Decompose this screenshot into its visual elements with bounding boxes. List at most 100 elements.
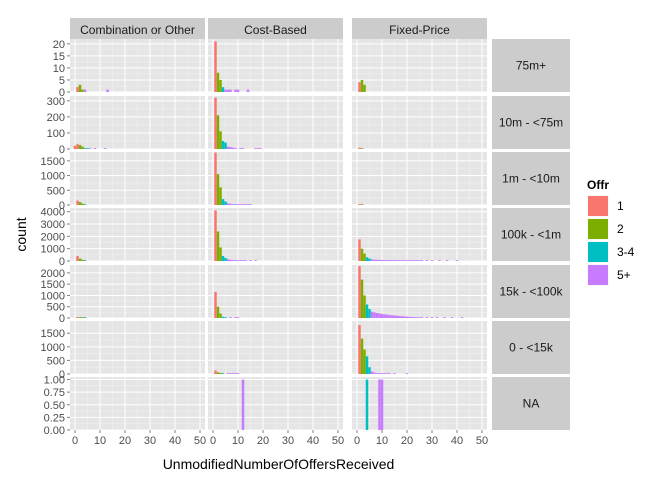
bar-combination-or-other-75m-x4 bbox=[83, 89, 87, 92]
bar-cost-based-1m-10m-x11 bbox=[239, 204, 242, 205]
bar-cost-based-0-15k-x1 bbox=[214, 370, 217, 374]
bar-fixed-price-15k-100k-x42 bbox=[460, 317, 464, 318]
row-strip-1m-10m bbox=[492, 152, 570, 205]
bar-fixed-price-0-15k-x9 bbox=[378, 373, 381, 374]
bar-fixed-price-0-15k-x15 bbox=[393, 373, 396, 374]
x-tick-label: 50 bbox=[476, 435, 488, 447]
bar-fixed-price-15k-100k-x22 bbox=[410, 316, 414, 318]
bar-cost-based-0-15k-x4 bbox=[221, 373, 225, 374]
column-strip-label: Fixed-Price bbox=[389, 23, 450, 37]
bar-cost-based-1m-10m-x3 bbox=[219, 187, 222, 205]
bar-cost-based-100k-1m-x2 bbox=[216, 231, 220, 261]
bar-cost-based-100k-1m-x13 bbox=[244, 260, 247, 261]
bar-combination-or-other-10m-75m-x0 bbox=[73, 145, 77, 149]
y-tick-label: 500 bbox=[47, 355, 65, 367]
bar-fixed-price-100k-1m-x30 bbox=[430, 260, 434, 261]
legend-label: 3-4 bbox=[617, 245, 635, 259]
bar-combination-or-other-75m-x1 bbox=[76, 87, 79, 92]
bar-fixed-price-0-15k-x1 bbox=[358, 325, 361, 374]
x-tick-label: 10 bbox=[94, 435, 106, 447]
y-tick-label: 5 bbox=[59, 75, 65, 87]
row-strip-75m bbox=[492, 39, 570, 92]
bar-cost-based-10m-75m-x9 bbox=[234, 148, 237, 149]
bar-fixed-price-100k-1m-x19 bbox=[403, 260, 406, 261]
bar-fixed-price-100k-1m-x20 bbox=[405, 260, 409, 261]
bar-fixed-price-0-15k-x5 bbox=[368, 367, 371, 374]
bar-cost-based-0-15k-x7 bbox=[229, 373, 232, 374]
bar-fixed-price-100k-1m-x13 bbox=[388, 260, 391, 261]
bar-fixed-price-0-15k-x3 bbox=[363, 349, 366, 374]
row-strip-na bbox=[492, 377, 570, 430]
bar-combination-or-other-75m-x3 bbox=[81, 89, 84, 92]
bar-combination-or-other-100k-1m-x4 bbox=[83, 260, 87, 261]
bar-cost-based-1m-10m-x1 bbox=[214, 152, 217, 205]
bar-combination-or-other-100k-1m-x3 bbox=[81, 259, 84, 261]
bar-fixed-price-15k-100k-x4 bbox=[365, 304, 369, 318]
bar-cost-based-75m-x6 bbox=[226, 89, 230, 92]
y-tick-label: 0.25 bbox=[44, 412, 65, 424]
bar-combination-or-other-1m-10m-x3 bbox=[81, 203, 84, 205]
y-tick-label: 0 bbox=[59, 200, 65, 212]
bar-fixed-price-100k-1m-x23 bbox=[413, 260, 416, 261]
bar-cost-based-100k-1m-x11 bbox=[239, 260, 242, 261]
y-tick-label: 20 bbox=[53, 39, 65, 51]
bar-cost-based-1m-10m-x9 bbox=[234, 204, 237, 205]
bar-fixed-price-0-15k-x12 bbox=[385, 373, 389, 374]
bar-cost-based-10m-75m-x8 bbox=[231, 147, 235, 149]
bar-combination-or-other-75m-x2 bbox=[78, 84, 82, 92]
bar-combination-or-other-100k-1m-x2 bbox=[78, 258, 82, 261]
bar-fixed-price-15k-100k-x28 bbox=[425, 317, 429, 318]
x-tick-label: 40 bbox=[307, 435, 319, 447]
bar-combination-or-other-10m-75m-x12 bbox=[103, 148, 107, 149]
bar-cost-based-10m-75m-x6 bbox=[226, 146, 230, 149]
bar-fixed-price-100k-1m-x1 bbox=[358, 239, 361, 261]
bar-cost-based-1m-10m-x15 bbox=[249, 204, 252, 205]
bar-cost-based-10m-75m-x12 bbox=[241, 148, 245, 149]
bar-fixed-price-100k-1m-x16 bbox=[395, 260, 399, 261]
bar-combination-or-other-1m-10m-x4 bbox=[83, 204, 87, 205]
bar-cost-based-na-x12 bbox=[241, 379, 245, 430]
row-strip-15k-100k bbox=[492, 265, 570, 318]
bar-combination-or-other-10m-75m-x6 bbox=[88, 148, 92, 149]
bar-combination-or-other-10m-75m-x3 bbox=[81, 146, 84, 149]
bar-combination-or-other-100k-1m-x1 bbox=[76, 256, 79, 261]
bar-fixed-price-15k-100k-x24 bbox=[415, 317, 419, 318]
bar-cost-based-75m-x5 bbox=[224, 89, 227, 92]
legend-swatch-2 bbox=[588, 219, 608, 239]
column-strip-combination-or-other bbox=[70, 18, 205, 40]
x-tick-label: 10 bbox=[232, 435, 244, 447]
bar-fixed-price-15k-100k-x14 bbox=[390, 315, 394, 318]
bar-fixed-price-100k-1m-x40 bbox=[455, 260, 459, 261]
y-tick-label: 0.75 bbox=[44, 387, 65, 399]
bar-fixed-price-na-x9 bbox=[378, 379, 381, 430]
bar-cost-based-75m-x2 bbox=[216, 72, 220, 92]
row-strip-label: 0 - <15k bbox=[509, 341, 554, 355]
bar-combination-or-other-10m-75m-x2 bbox=[78, 144, 82, 149]
bar-cost-based-1m-10m-x5 bbox=[224, 201, 227, 205]
bar-combination-or-other-10m-75m-x8 bbox=[93, 148, 97, 149]
bar-fixed-price-15k-100k-x6 bbox=[370, 311, 374, 318]
y-axis-title: count bbox=[13, 217, 29, 251]
y-tick-label: 0 bbox=[59, 256, 65, 268]
bar-fixed-price-na-x4 bbox=[365, 379, 369, 430]
y-tick-label: 10 bbox=[53, 63, 65, 75]
bar-cost-based-1m-10m-x2 bbox=[216, 174, 220, 205]
y-tick-label: 1500 bbox=[41, 156, 65, 168]
bar-fixed-price-0-15k-x7 bbox=[373, 372, 376, 374]
y-tick-label: 1500 bbox=[41, 279, 65, 291]
bar-fixed-price-100k-1m-x36 bbox=[445, 260, 449, 261]
bar-fixed-price-100k-1m-x14 bbox=[390, 260, 394, 261]
bar-fixed-price-100k-1m-x28 bbox=[425, 260, 429, 261]
bar-fixed-price-10m-75m-x1 bbox=[358, 147, 361, 149]
bar-cost-based-100k-1m-x17 bbox=[254, 260, 257, 261]
x-tick-label: 20 bbox=[401, 435, 413, 447]
y-tick-label: 0.50 bbox=[44, 400, 65, 412]
y-tick-label: 0 bbox=[59, 313, 65, 325]
x-tick-label: 50 bbox=[194, 435, 206, 447]
bar-fixed-price-100k-1m-x2 bbox=[360, 248, 364, 261]
row-strip-0-15k bbox=[492, 321, 570, 374]
bar-fixed-price-100k-1m-x25 bbox=[418, 260, 421, 261]
y-tick-label: 4000 bbox=[41, 207, 65, 219]
